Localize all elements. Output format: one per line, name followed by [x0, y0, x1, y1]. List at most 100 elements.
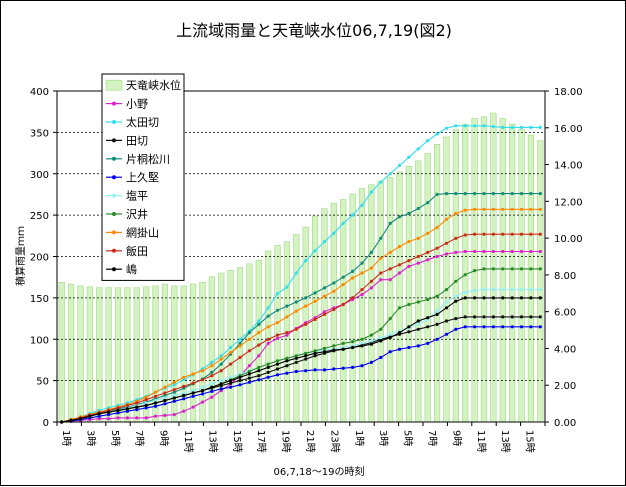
series-6-point-24: [285, 356, 289, 360]
series-2-point-51: [538, 315, 542, 319]
series-8-point-20: [247, 349, 251, 353]
series-2-point-21: [257, 374, 261, 378]
series-6-point-50: [529, 267, 533, 271]
x-tick-label-13: 3時: [377, 430, 389, 446]
series-lines: [60, 124, 542, 424]
series-5-point-18: [229, 375, 233, 379]
series-4-point-27: [313, 368, 317, 372]
bar-36: [396, 171, 403, 423]
series-0-point-12: [172, 413, 176, 417]
series-3-point-39: [426, 201, 430, 205]
series-7-point-37: [407, 240, 411, 244]
series-8-point-12: [172, 388, 176, 392]
bar-3: [86, 286, 93, 423]
bar-38: [415, 160, 422, 423]
series-5-point-10: [153, 398, 158, 403]
series-4-point-51: [538, 325, 542, 329]
bar-2: [77, 285, 84, 423]
bar-30: [340, 199, 347, 423]
series-9-point-34: [379, 339, 383, 343]
legend-label-bar: 天竜峡水位: [126, 78, 181, 92]
series-5-point-34: [379, 336, 383, 340]
series-8-point-32: [360, 288, 364, 292]
series-5-point-14: [191, 389, 195, 393]
legend-label-4: 上久堅: [126, 171, 159, 184]
series-0-point-42: [454, 250, 458, 254]
series-7-point-32: [360, 271, 364, 275]
bar-31: [349, 193, 356, 423]
series-6-point-22: [266, 362, 270, 366]
bar-14: [189, 283, 197, 423]
series-9-point-3: [88, 414, 92, 418]
legend-marker-1: [112, 120, 116, 124]
series-4-point-9: [144, 406, 148, 410]
series-4-point-48: [510, 325, 514, 329]
bar-39: [424, 153, 431, 423]
y-right-tick-label-5: 10.00: [554, 234, 583, 245]
series-4-point-17: [219, 387, 223, 391]
series-4-point-29: [332, 367, 336, 371]
series-7-point-12: [172, 380, 176, 384]
series-1-point-42: [454, 124, 458, 128]
series-3-point-47: [501, 192, 505, 196]
series-1-point-30: [341, 221, 345, 225]
series-3-point-48: [510, 192, 514, 196]
series-2-point-47: [501, 315, 505, 319]
series-1-point-48: [510, 125, 514, 129]
y-left-tick-label-8: 400: [30, 87, 49, 98]
x-tick-label-0: 1時: [60, 430, 72, 446]
series-8-point-48: [510, 232, 514, 236]
series-8-point-10: [153, 394, 158, 398]
series-3-point-46: [491, 192, 495, 196]
y-left-tick-label-7: 350: [30, 128, 49, 139]
series-7-point-44: [473, 207, 477, 211]
series-3-point-40: [435, 192, 439, 196]
series-5-point-32: [360, 341, 364, 345]
bar-5: [105, 287, 112, 423]
series-0-point-24: [285, 333, 289, 337]
series-7-point-10: [153, 390, 158, 394]
series-4-point-34: [379, 355, 383, 360]
series-4-point-18: [229, 385, 233, 389]
series-8-point-51: [538, 232, 542, 236]
legend-marker-0: [112, 101, 116, 106]
series-5-point-44: [473, 288, 477, 292]
series-0-point-35: [388, 278, 392, 282]
series-6-point-31: [351, 340, 355, 344]
series-3-point-25: [294, 300, 298, 304]
bar-50: [527, 134, 535, 423]
series-1-point-33: [369, 190, 373, 194]
series-4-point-40: [435, 337, 439, 341]
legend-label-1: 太田切: [126, 116, 159, 129]
y-left-tick-label-0: 0: [43, 418, 49, 429]
y-right-tick-label-3: 6.00: [554, 308, 576, 319]
series-9-point-45: [482, 296, 486, 300]
series-8-point-19: [238, 355, 242, 360]
series-7-point-14: [191, 372, 195, 376]
series-3-point-19: [238, 341, 242, 345]
series-9-point-19: [238, 375, 242, 379]
series-3-point-12: [172, 390, 176, 394]
series-0-point-9: [144, 416, 148, 420]
series-0-point-4: [97, 417, 101, 421]
series-8-point-7: [125, 403, 129, 407]
series-7-point-51: [538, 207, 542, 211]
series-8-point-30: [341, 302, 345, 307]
series-5-point-11: [163, 396, 167, 400]
series-4-point-47: [501, 325, 505, 329]
series-8-point-46: [491, 232, 495, 236]
series-6-point-34: [379, 327, 383, 331]
series-0-point-46: [491, 249, 495, 254]
series-9-point-33: [369, 342, 373, 346]
legend-swatch-bar: [105, 79, 123, 91]
series-5-point-42: [454, 294, 458, 298]
series-3-point-33: [369, 250, 373, 254]
series-0-point-14: [191, 405, 195, 409]
bar-29: [330, 202, 337, 423]
series-1-point-18: [229, 345, 233, 350]
series-4-point-44: [473, 325, 477, 329]
legend-label-3: 片桐松川: [126, 152, 170, 166]
series-0-point-16: [210, 395, 214, 399]
series-5-point-38: [416, 322, 420, 326]
